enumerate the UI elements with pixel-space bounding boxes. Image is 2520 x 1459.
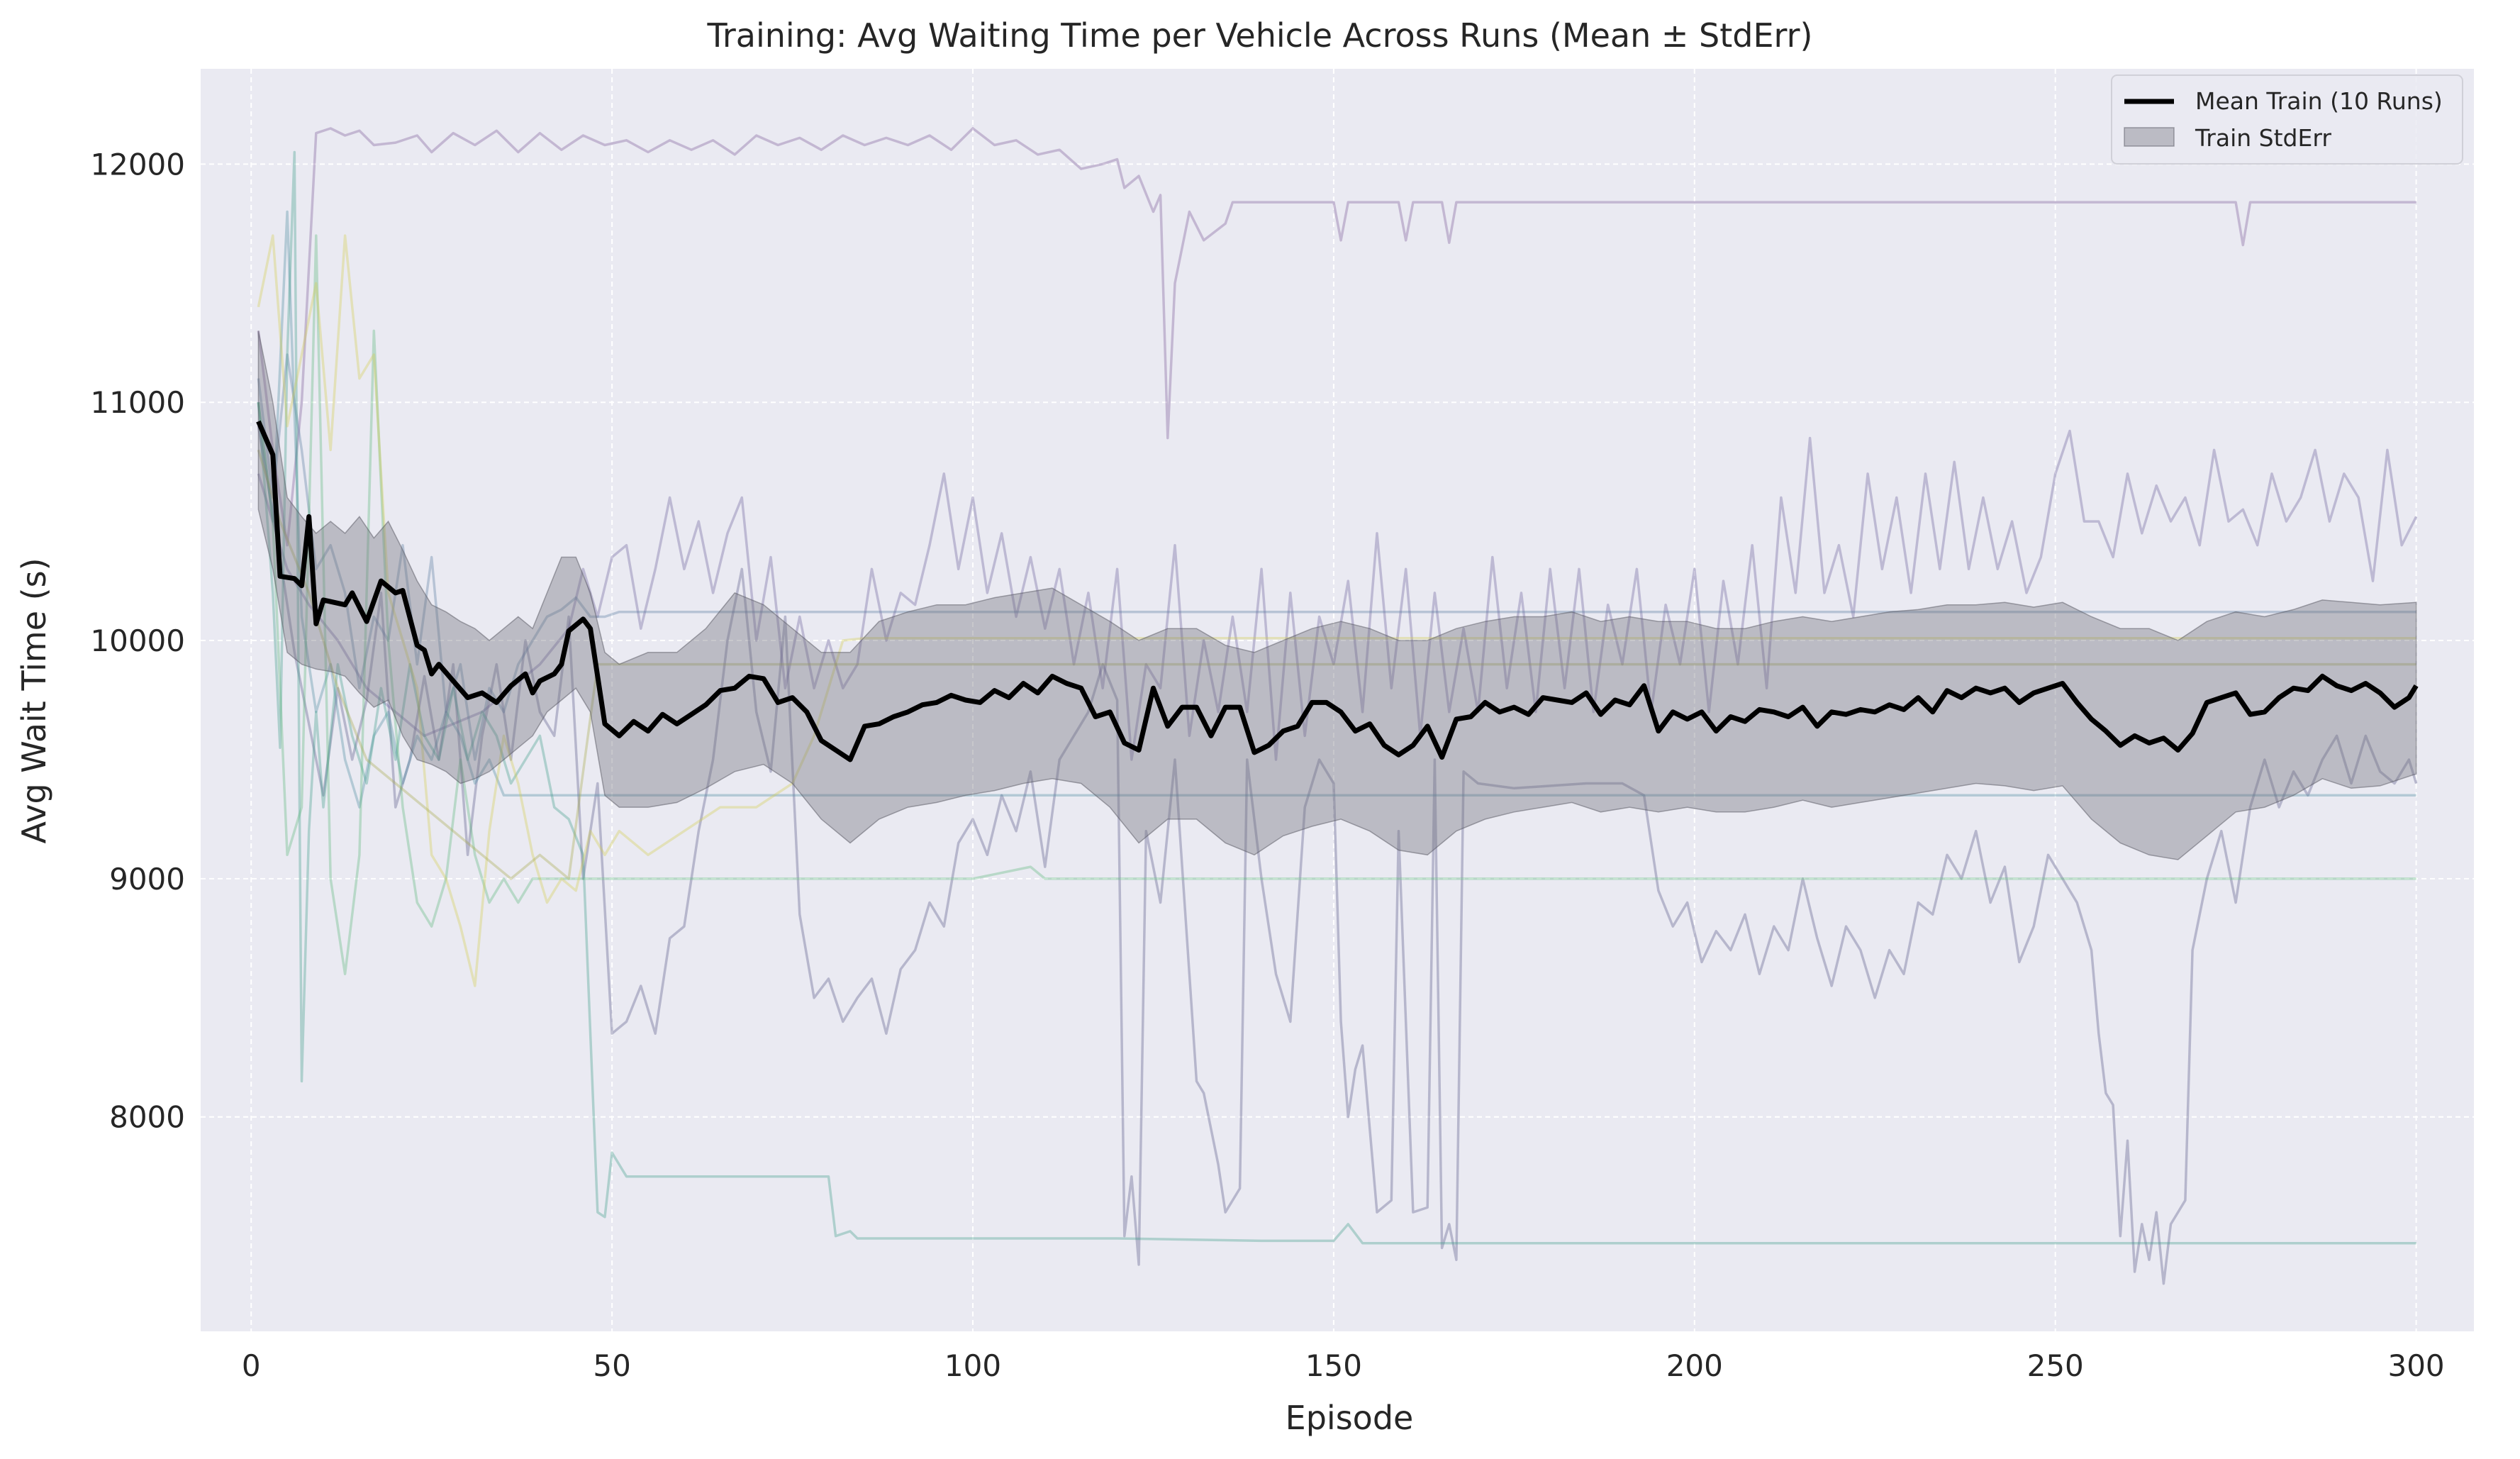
run-line [257, 150, 2416, 1245]
gridlines [201, 69, 2474, 1331]
y-axis-label: Avg Wait Time (s) [15, 557, 53, 843]
x-tick-labels: 0 50 100 150 200 250 300 [242, 1348, 2445, 1383]
x-tick-label: 50 [593, 1348, 630, 1383]
run-lines [257, 127, 2418, 1285]
run-line [257, 127, 2416, 547]
x-tick-label: 250 [2027, 1348, 2084, 1383]
run-line [257, 353, 2416, 761]
legend: Mean Train (10 Runs) Train StdErr [2111, 74, 2463, 165]
run-line [257, 210, 2416, 809]
y-tick-label: 10000 [90, 623, 185, 658]
mean-line-layer [256, 420, 2419, 762]
x-tick-label: 300 [2387, 1348, 2444, 1383]
run-line [257, 234, 2416, 987]
y-tick-labels: 8000 9000 10000 11000 12000 [90, 147, 185, 1134]
x-tick-label: 150 [1305, 1348, 1362, 1383]
chart-title: Training: Avg Waiting Time per Vehicle A… [707, 16, 1813, 55]
x-tick-label: 200 [1666, 1348, 1723, 1383]
y-tick-label: 12000 [90, 147, 185, 182]
run-line [257, 429, 2418, 761]
y-tick-label: 8000 [109, 1100, 185, 1135]
legend-box [2111, 74, 2463, 165]
mean-line [256, 420, 2419, 762]
legend-label: Mean Train (10 Runs) [2195, 87, 2443, 115]
run-line [257, 234, 2416, 975]
legend-label: Train StdErr [2195, 124, 2331, 152]
x-tick-label: 100 [944, 1348, 1001, 1383]
stderr-band [257, 331, 2417, 860]
x-axis-label: Episode [1286, 1399, 1414, 1437]
y-tick-label: 9000 [109, 862, 185, 897]
y-tick-label: 11000 [90, 385, 185, 420]
x-tick-label: 0 [242, 1348, 261, 1383]
stderr-band-layer [257, 331, 2417, 860]
legend-band-swatch [2124, 127, 2175, 147]
plot-area [201, 69, 2474, 1331]
run-line [257, 426, 2418, 1285]
